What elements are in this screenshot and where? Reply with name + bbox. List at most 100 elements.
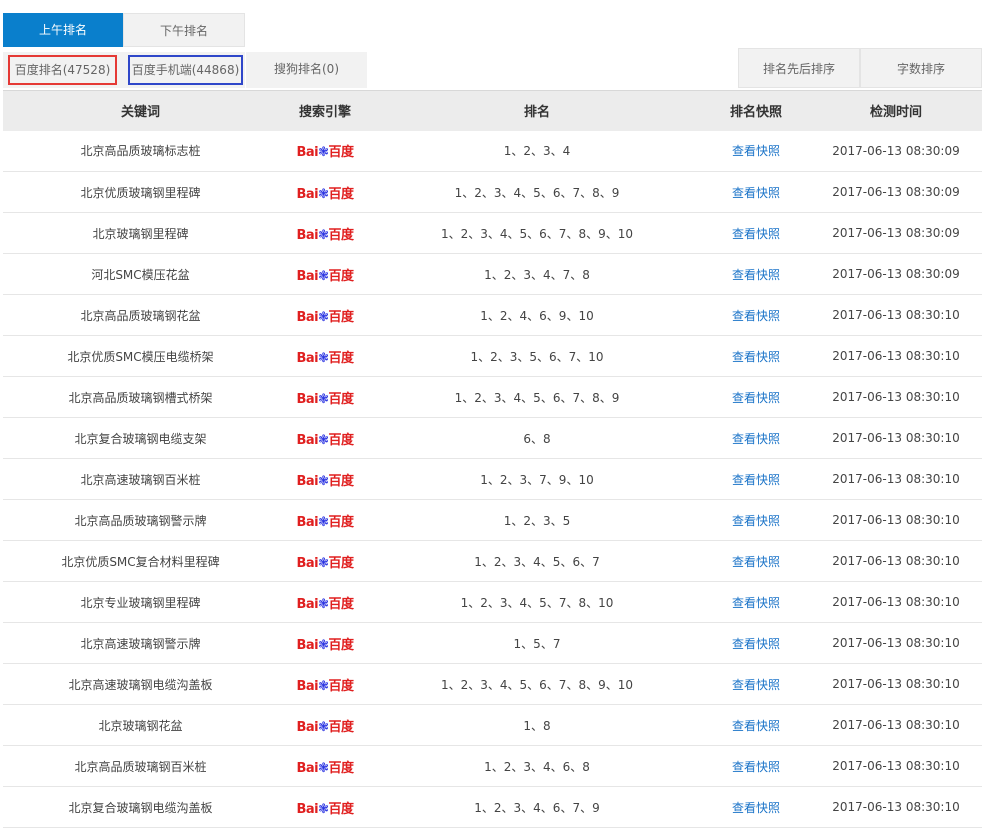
keyword-cell: 北京高品质玻璃钢花盆 [3, 294, 278, 336]
view-snapshot-link[interactable]: 查看快照 [731, 718, 780, 733]
engine-cell: Bai❃百度 [278, 417, 372, 459]
view-snapshot-link[interactable]: 查看快照 [731, 677, 780, 692]
time-cell: 2017-06-13 08:30:10 [810, 376, 982, 418]
table-row: 北京复合玻璃钢电缆支架 Bai❃百度 6、8 查看快照 2017-06-13 0… [3, 417, 982, 459]
tab-afternoon-ranking[interactable]: 下午排名 [123, 13, 245, 47]
logo-text: 百度 [328, 514, 355, 530]
view-snapshot-link[interactable]: 查看快照 [731, 595, 780, 610]
logo-text: Bai [296, 801, 319, 817]
view-snapshot-link[interactable]: 查看快照 [731, 554, 780, 569]
col-time: 检测时间 [810, 90, 982, 131]
sort-by-rank-button[interactable]: 排名先后排序 [738, 48, 860, 88]
snapshot-cell: 查看快照 [702, 376, 810, 418]
keyword-cell: 北京玻璃钢花盆 [3, 704, 278, 746]
time-cell: 2017-06-13 08:30:10 [810, 663, 982, 705]
table-row: 北京复合玻璃钢电缆沟盖板 Bai❃百度 1、2、3、4、6、7、9 查看快照 2… [3, 786, 982, 828]
logo-text: 百度 [328, 350, 355, 366]
rank-cell: 1、2、3、4、7、8 [372, 253, 702, 295]
time-cell: 2017-06-13 08:30:10 [810, 458, 982, 500]
snapshot-cell: 查看快照 [702, 581, 810, 623]
engine-cell: Bai❃百度 [278, 745, 372, 787]
logo-text: Bai [296, 391, 319, 407]
view-snapshot-link[interactable]: 查看快照 [731, 390, 780, 405]
logo-text: Bai [296, 678, 319, 694]
subtab-sogou-ranking[interactable]: 搜狗排名(0) [245, 52, 367, 88]
rank-cell: 1、5、7 [372, 622, 702, 664]
table-row: 北京高品质玻璃钢百米桩 Bai❃百度 1、2、3、4、6、8 查看快照 2017… [3, 745, 982, 787]
paw-icon: ❃ [318, 350, 329, 366]
view-snapshot-link[interactable]: 查看快照 [731, 472, 780, 487]
baidu-logo: Bai❃百度 [296, 227, 354, 243]
paw-icon: ❃ [318, 514, 329, 530]
rank-cell: 1、8 [372, 704, 702, 746]
tab-morning-ranking[interactable]: 上午排名 [3, 13, 123, 47]
table-row: 北京高速玻璃钢警示牌 Bai❃百度 1、5、7 查看快照 2017-06-13 … [3, 622, 982, 664]
sort-by-length-button[interactable]: 字数排序 [860, 48, 982, 88]
table-header: 关键词 搜索引擎 排名 排名快照 检测时间 [3, 90, 982, 131]
keyword-cell: 河北SMC模压花盆 [3, 253, 278, 295]
time-cell: 2017-06-13 08:30:10 [810, 499, 982, 541]
time-cell: 2017-06-13 08:30:09 [810, 212, 982, 254]
col-keyword: 关键词 [3, 90, 278, 131]
engine-cell: Bai❃百度 [278, 335, 372, 377]
paw-icon: ❃ [318, 268, 329, 284]
snapshot-cell: 查看快照 [702, 417, 810, 459]
view-snapshot-link[interactable]: 查看快照 [731, 349, 780, 364]
snapshot-cell: 查看快照 [702, 458, 810, 500]
table-row: 北京优质SMC模压电缆桥架 Bai❃百度 1、2、3、5、6、7、10 查看快照… [3, 335, 982, 377]
subtab-baidu-mobile[interactable]: 百度手机端(44868) [128, 55, 243, 85]
view-snapshot-link[interactable]: 查看快照 [731, 636, 780, 651]
logo-text: Bai [296, 514, 319, 530]
view-snapshot-link[interactable]: 查看快照 [731, 185, 780, 200]
logo-text: 百度 [328, 145, 355, 161]
time-cell: 2017-06-13 08:30:10 [810, 786, 982, 828]
logo-text: Bai [296, 268, 319, 284]
baidu-logo: Bai❃百度 [296, 801, 354, 817]
baidu-logo: Bai❃百度 [296, 391, 355, 407]
view-snapshot-link[interactable]: 查看快照 [731, 226, 780, 241]
logo-text: 百度 [328, 391, 355, 407]
logo-text: 百度 [328, 268, 355, 284]
time-cell: 2017-06-13 08:30:09 [810, 171, 982, 213]
rank-cell: 1、2、3、4、6、7、9 [372, 786, 702, 828]
keyword-cell: 北京玻璃钢里程碑 [3, 212, 278, 254]
logo-text: 百度 [328, 719, 355, 735]
time-cell: 2017-06-13 08:30:10 [810, 581, 982, 623]
keyword-cell: 北京复合玻璃钢电缆沟盖板 [3, 786, 278, 828]
snapshot-cell: 查看快照 [702, 212, 810, 254]
time-cell: 2017-06-13 08:30:09 [810, 130, 982, 172]
snapshot-cell: 查看快照 [702, 540, 810, 582]
baidu-logo: Bai❃百度 [296, 268, 355, 284]
baidu-logo: Bai❃百度 [296, 719, 355, 735]
view-snapshot-link[interactable]: 查看快照 [731, 431, 780, 446]
engine-cell: Bai❃百度 [278, 253, 372, 295]
rank-cell: 1、2、3、4、5、6、7 [372, 540, 702, 582]
baidu-logo: Bai❃百度 [296, 433, 354, 448]
paw-icon: ❃ [318, 555, 329, 571]
view-snapshot-link[interactable]: 查看快照 [731, 308, 780, 323]
logo-text: 百度 [328, 760, 355, 776]
logo-text: Bai [296, 186, 319, 202]
view-snapshot-link[interactable]: 查看快照 [731, 513, 780, 528]
logo-text: 百度 [328, 596, 355, 612]
engine-cell: Bai❃百度 [278, 704, 372, 746]
rank-cell: 1、2、3、4、5、6、7、8、9、10 [372, 663, 702, 705]
time-cell: 2017-06-13 08:30:10 [810, 294, 982, 336]
keyword-cell: 北京高品质玻璃钢警示牌 [3, 499, 278, 541]
rank-cell: 1、2、3、4、5、6、7、8、9 [372, 171, 702, 213]
view-snapshot-link[interactable]: 查看快照 [731, 759, 780, 774]
baidu-logo: Bai❃百度 [296, 310, 354, 325]
logo-text: 百度 [328, 555, 355, 571]
view-snapshot-link[interactable]: 查看快照 [731, 800, 780, 815]
logo-text: Bai [296, 145, 319, 161]
subtab-baidu-ranking[interactable]: 百度排名(47528) [8, 55, 117, 85]
view-snapshot-link[interactable]: 查看快照 [731, 267, 780, 282]
view-snapshot-link[interactable]: 查看快照 [731, 144, 780, 159]
rank-cell: 1、2、3、4、6、8 [372, 745, 702, 787]
table-row: 河北SMC模压花盆 Bai❃百度 1、2、3、4、7、8 查看快照 2017-0… [3, 253, 982, 295]
snapshot-cell: 查看快照 [702, 253, 810, 295]
keyword-cell: 北京优质SMC复合材料里程碑 [3, 540, 278, 582]
keyword-cell: 北京高速玻璃钢百米桩 [3, 458, 278, 500]
time-cell: 2017-06-13 08:30:10 [810, 540, 982, 582]
logo-text: Bai [296, 227, 319, 243]
